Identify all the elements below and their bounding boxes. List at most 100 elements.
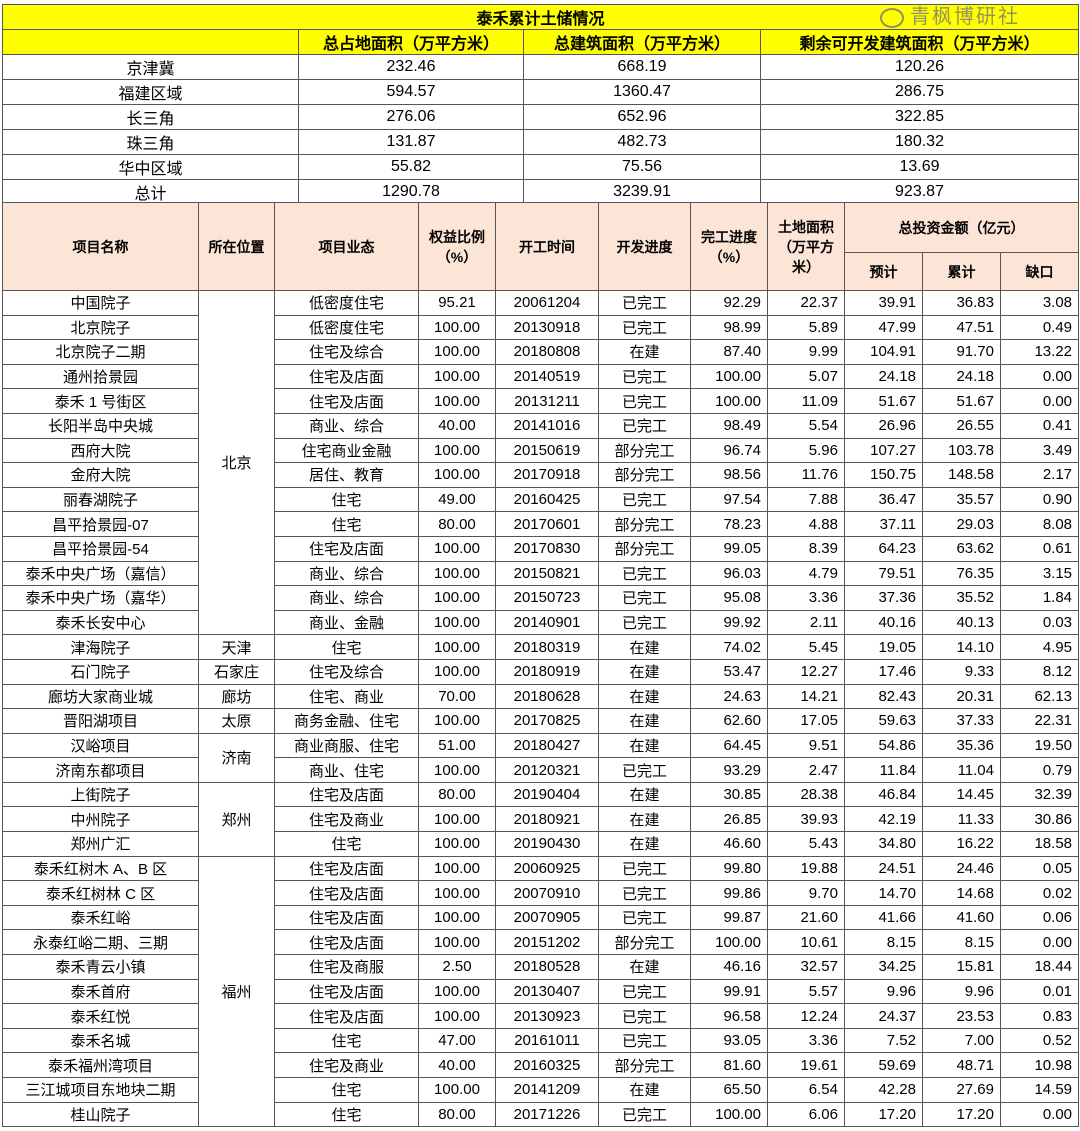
table-cell: 5.07 — [767, 363, 845, 390]
table-cell: 40.00 — [418, 1052, 496, 1078]
table-cell: 10.61 — [767, 929, 845, 956]
table-row: 北京院子二期 住宅及综合 100.00 20180808 在建 87.40 9.99 104.… — [2, 339, 1080, 365]
summary-row: 福建区域 594.57 1360.47 286.75 — [2, 79, 1080, 105]
table-cell: 20151202 — [495, 929, 599, 956]
table-cell: 9.70 — [767, 880, 845, 906]
table-cell: 0.90 — [999, 486, 1080, 513]
table-cell: 20170918 — [495, 462, 599, 488]
table-cell: 泰禾中央广场（嘉信） — [2, 560, 199, 587]
table-cell: 已完工 — [598, 486, 691, 513]
table-cell: 20170601 — [495, 511, 599, 537]
table-cell: 24.51 — [844, 855, 923, 882]
location-cell: 北京 — [198, 289, 275, 636]
table-cell: 20180919 — [495, 658, 599, 685]
table-cell: 9.96 — [844, 978, 923, 1005]
table-cell: 住宅及店面 — [274, 388, 419, 414]
table-cell: 100.00 — [418, 708, 496, 734]
table-cell: 19.88 — [767, 855, 845, 882]
table-cell: 40.00 — [418, 412, 496, 439]
table-cell: 100.00 — [418, 904, 496, 931]
summary-cell: 总计 — [2, 179, 299, 205]
table-cell: 1.84 — [999, 585, 1080, 611]
summary-cell: 55.82 — [298, 154, 524, 180]
table-cell: 住宅及店面 — [274, 1003, 419, 1029]
table-cell: 62.60 — [690, 708, 768, 734]
table-cell: 在建 — [598, 634, 691, 660]
summary-cell: 180.32 — [759, 129, 1080, 155]
table-cell: 53.47 — [690, 658, 768, 685]
table-cell: 住宅 — [274, 1101, 419, 1128]
table-cell: 部分完工 — [598, 511, 691, 537]
table-row: 汉峪项目 济南 商业商服、住宅 51.00 20180427 在建 64.45 9.51 54.… — [2, 732, 1080, 783]
table-cell: 津海院子 — [2, 634, 199, 660]
table-row: 泰禾红树林 C 区 住宅及店面 100.00 20070910 已完工 99.86 9.70… — [2, 880, 1080, 906]
table-cell: 20061204 — [495, 290, 599, 316]
table-cell: 20131211 — [495, 388, 599, 414]
table-cell: 泰禾长安中心 — [2, 609, 199, 636]
table-cell: 26.85 — [690, 806, 768, 833]
table-cell: 99.80 — [690, 855, 768, 882]
location-cell: 石家庄 — [198, 658, 275, 685]
table-cell: 在建 — [598, 806, 691, 833]
table-cell: 92.29 — [690, 290, 768, 316]
table-cell: 95.08 — [690, 585, 768, 611]
table-cell: 住宅 — [274, 511, 419, 537]
table-cell: 0.01 — [999, 978, 1080, 1005]
table-cell: 64.45 — [690, 732, 768, 759]
table-cell: 100.00 — [418, 535, 496, 562]
table-cell: 部分完工 — [598, 535, 691, 562]
table-cell: 7.52 — [844, 1027, 923, 1054]
summary-row: 长三角 276.06 652.96 322.85 — [2, 104, 1080, 130]
table-cell: 46.84 — [844, 781, 923, 808]
table-cell: 12.24 — [767, 1003, 845, 1029]
table-cell: 济南东都项目 — [2, 757, 199, 783]
table-cell: 0.05 — [999, 855, 1080, 882]
table-cell: 36.83 — [922, 290, 1001, 316]
table-cell: 部分完工 — [598, 929, 691, 956]
table-cell: 76.35 — [922, 560, 1001, 587]
table-cell: 51.67 — [844, 388, 923, 414]
table-cell: 泰禾青云小镇 — [2, 954, 199, 980]
table-row: 泰禾中央广场（嘉信） 商业、综合 100.00 20150821 已完工 96.03 4.7… — [2, 560, 1080, 587]
header-equity: 权益比例（%） — [418, 202, 496, 291]
table-cell: 18.44 — [999, 954, 1080, 980]
table-cell: 14.45 — [922, 781, 1001, 808]
table-cell: 商业、综合 — [274, 560, 419, 587]
table-cell: 104.91 — [844, 339, 923, 365]
table-cell: 泰禾名城 — [2, 1027, 199, 1054]
table-cell: 商业、金融 — [274, 609, 419, 636]
table-cell: 14.10 — [922, 634, 1001, 660]
table-cell: 20141016 — [495, 412, 599, 439]
table-cell: 65.50 — [690, 1077, 768, 1103]
table-row: 金府大院 居住、教育 100.00 20170918 部分完工 98.56 11.76 150… — [2, 462, 1080, 488]
table-cell: 30.85 — [690, 781, 768, 808]
table-cell: 100.00 — [418, 658, 496, 685]
table-cell: 北京院子 — [2, 314, 199, 341]
table-cell: 3.36 — [767, 585, 845, 611]
table-cell: 39.93 — [767, 806, 845, 833]
table-row: 泰禾红树木 A、B 区福州 住宅及店面 100.00 20060925 已完工 99.80… — [2, 855, 1080, 1128]
table-cell: 0.00 — [999, 1101, 1080, 1128]
table-cell: 中州院子 — [2, 806, 199, 833]
table-cell: 21.60 — [767, 904, 845, 931]
table-cell: 20190404 — [495, 781, 599, 808]
table-cell: 0.02 — [999, 880, 1080, 906]
table-cell: 已完工 — [598, 412, 691, 439]
table-cell: 已完工 — [598, 388, 691, 414]
table-cell: 0.41 — [999, 412, 1080, 439]
header-name: 项目名称 — [2, 202, 199, 291]
table-cell: 20060925 — [495, 855, 599, 882]
table-cell: 20161011 — [495, 1027, 599, 1054]
table-cell: 部分完工 — [598, 462, 691, 488]
table-cell: 100.00 — [418, 634, 496, 660]
table-cell: 11.76 — [767, 462, 845, 488]
table-cell: 20070910 — [495, 880, 599, 906]
table-cell: 20180808 — [495, 339, 599, 365]
table-cell: 0.06 — [999, 904, 1080, 931]
table-cell: 29.03 — [922, 511, 1001, 537]
table-cell: 已完工 — [598, 609, 691, 636]
table-cell: 93.29 — [690, 757, 768, 783]
table-cell: 99.91 — [690, 978, 768, 1005]
table-row: 泰禾 1 号街区 住宅及店面 100.00 20131211 已完工 100.00 11.0… — [2, 388, 1080, 414]
table-cell: 70.00 — [418, 683, 496, 710]
